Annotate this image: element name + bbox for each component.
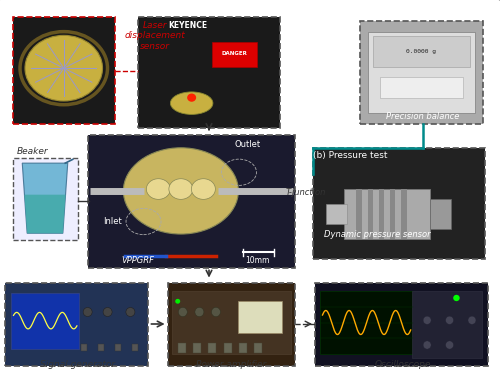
Ellipse shape <box>126 308 135 316</box>
Text: Oscilloscope: Oscilloscope <box>374 360 430 369</box>
Ellipse shape <box>178 308 188 316</box>
Bar <box>88 135 295 268</box>
Bar <box>368 32 475 112</box>
Bar <box>390 189 396 239</box>
Bar <box>138 17 280 128</box>
Bar <box>315 283 488 366</box>
Ellipse shape <box>83 308 92 316</box>
Ellipse shape <box>175 299 180 304</box>
Bar <box>114 344 120 351</box>
Bar <box>320 291 413 354</box>
Bar <box>80 344 86 351</box>
Ellipse shape <box>453 295 460 301</box>
Bar <box>412 291 482 358</box>
Ellipse shape <box>187 93 196 102</box>
Text: Dynamic pressure sensor: Dynamic pressure sensor <box>324 230 431 239</box>
Ellipse shape <box>468 316 476 324</box>
Bar <box>208 343 216 352</box>
Bar <box>12 17 115 124</box>
Bar <box>224 343 232 352</box>
Bar <box>326 204 347 224</box>
Text: Beaker: Beaker <box>16 147 48 156</box>
Text: Signal generator: Signal generator <box>40 360 115 369</box>
Ellipse shape <box>423 316 431 324</box>
Bar <box>239 343 247 352</box>
Bar <box>178 343 186 352</box>
Ellipse shape <box>212 308 220 316</box>
Polygon shape <box>24 195 66 233</box>
Text: 10mm: 10mm <box>246 256 270 265</box>
Bar <box>356 189 362 239</box>
Bar <box>132 344 138 351</box>
Ellipse shape <box>169 179 193 200</box>
Ellipse shape <box>192 179 216 200</box>
Ellipse shape <box>25 35 102 101</box>
Bar <box>168 283 295 366</box>
Text: DANGER: DANGER <box>222 51 248 56</box>
Bar <box>11 292 80 349</box>
Bar <box>372 36 470 67</box>
Polygon shape <box>22 163 68 233</box>
Bar <box>5 283 148 366</box>
Bar <box>172 291 291 354</box>
Ellipse shape <box>446 341 454 349</box>
Text: (b) Pressure test: (b) Pressure test <box>313 151 387 160</box>
Bar <box>360 21 482 124</box>
Text: 0.0000 g: 0.0000 g <box>406 49 436 54</box>
Ellipse shape <box>170 92 213 114</box>
Bar <box>193 343 201 352</box>
Bar <box>430 199 450 229</box>
Text: T-junction: T-junction <box>286 188 326 197</box>
Bar <box>98 344 103 351</box>
Bar <box>379 189 384 239</box>
Bar <box>212 42 257 67</box>
Text: VPPGRF: VPPGRF <box>121 256 154 265</box>
Text: Power amplifier: Power amplifier <box>196 360 266 369</box>
Ellipse shape <box>446 316 454 324</box>
Text: Precision balance: Precision balance <box>386 112 459 121</box>
Bar <box>344 189 430 239</box>
Text: KEYENCE: KEYENCE <box>168 21 207 30</box>
Bar <box>12 158 78 240</box>
Ellipse shape <box>124 148 238 234</box>
Ellipse shape <box>195 308 204 316</box>
Text: Inlet: Inlet <box>103 217 122 226</box>
Text: Outlet: Outlet <box>234 140 260 149</box>
Ellipse shape <box>423 341 431 349</box>
Ellipse shape <box>103 308 112 316</box>
Bar <box>380 77 462 98</box>
Bar <box>238 301 282 333</box>
Text: Laser
displacement
sensor: Laser displacement sensor <box>124 21 186 51</box>
Ellipse shape <box>146 179 171 200</box>
Bar <box>312 148 485 259</box>
Bar <box>402 189 406 239</box>
Bar <box>254 343 262 352</box>
Bar <box>368 189 373 239</box>
